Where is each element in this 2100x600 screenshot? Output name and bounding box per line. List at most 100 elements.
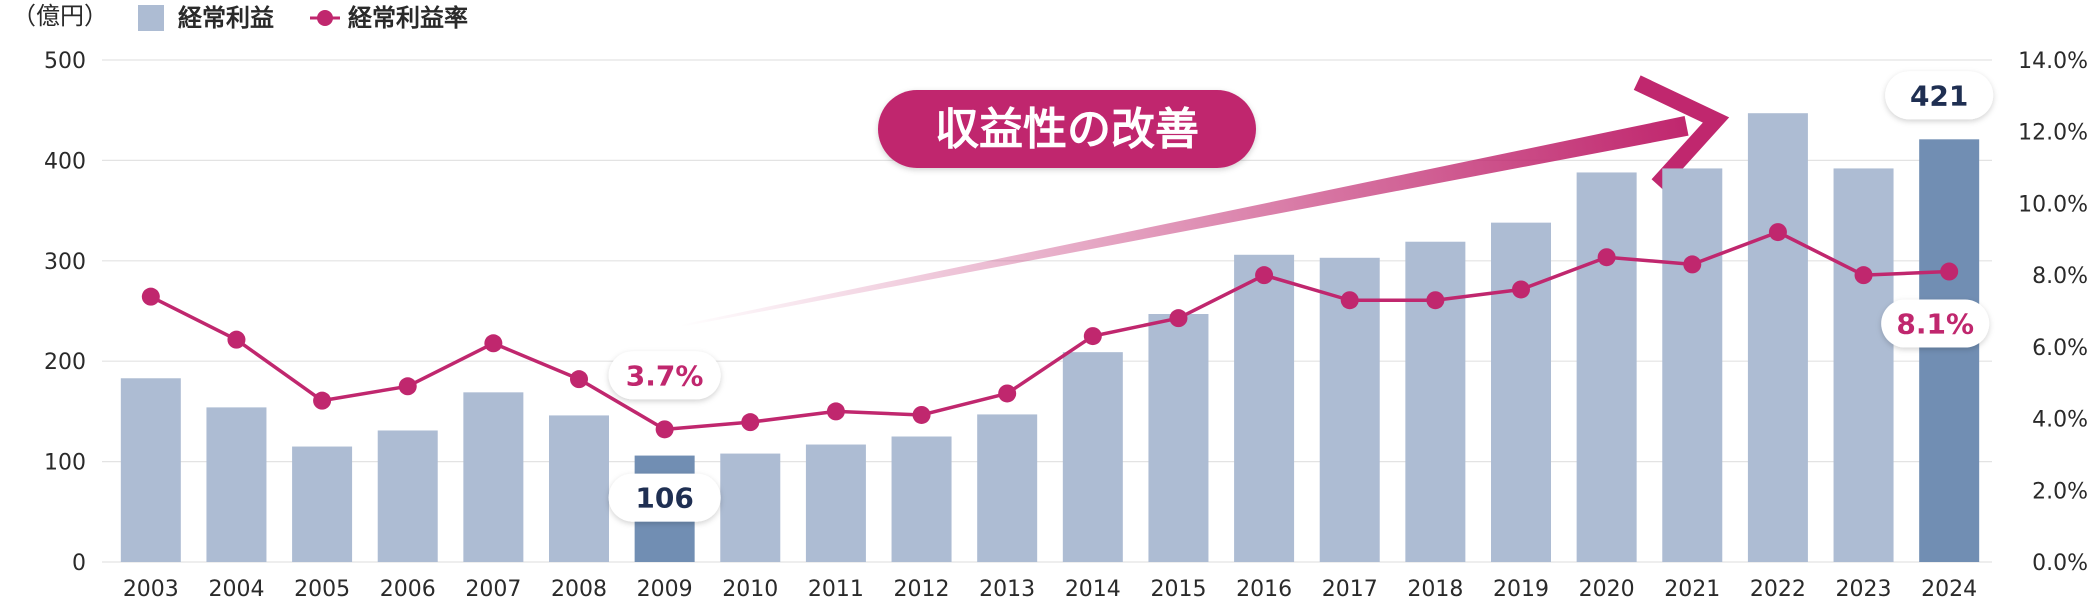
x-tick-label: 2017 — [1322, 577, 1378, 600]
rate-point-2020 — [1597, 248, 1616, 267]
x-tick-label: 2018 — [1407, 577, 1463, 600]
bar-2020 — [1576, 172, 1637, 562]
rate-point-2004 — [227, 330, 246, 349]
x-axis: 2003 2004 2005 2006 2007 2008 2009 2010 2011 2012… — [123, 577, 1977, 600]
banner: 収益性の改善 — [878, 90, 1256, 168]
bar-2024 — [1919, 139, 1980, 563]
x-tick-label: 2024 — [1921, 577, 1977, 600]
rate-point-2024 — [1940, 262, 1959, 281]
bar-2011 — [805, 444, 866, 562]
bar-2013 — [977, 414, 1038, 562]
y-right-tick-label: 6.0% — [2032, 336, 2088, 361]
arrow-head — [1633, 75, 1730, 191]
bar-2021 — [1662, 168, 1723, 562]
x-tick-label: 2004 — [208, 577, 264, 600]
x-tick-label: 2015 — [1150, 577, 1206, 600]
rate-point-2017 — [1340, 291, 1359, 310]
rate-point-2008 — [570, 370, 588, 389]
rate-point-2015 — [1169, 309, 1188, 328]
bar-2018 — [1405, 241, 1466, 562]
y-right-tick-label: 14.0% — [2018, 49, 2088, 74]
rate-point-2010 — [741, 413, 760, 432]
bar-callout-2024-bg — [1885, 71, 1994, 120]
bar-2015 — [1148, 314, 1209, 562]
bar-2016 — [1234, 254, 1295, 562]
callouts: 106 3.7% 421 8.1% — [608, 71, 1994, 522]
improvement-arrow — [679, 75, 1730, 327]
rate-point-2019 — [1512, 280, 1530, 299]
x-tick-label: 2014 — [1065, 577, 1121, 600]
y-left-tick-label: 0 — [72, 551, 86, 576]
rate-line-series — [141, 223, 1959, 439]
x-tick-label: 2011 — [808, 577, 864, 600]
x-tick-label: 2022 — [1750, 577, 1806, 600]
y-right-tick-label: 0.0% — [2032, 551, 2088, 576]
x-tick-label: 2010 — [722, 577, 778, 600]
x-tick-label: 2008 — [551, 577, 607, 600]
bar-callout-2009: 106 — [608, 473, 721, 522]
arrow-body — [679, 116, 1689, 327]
bar-2019 — [1491, 222, 1551, 562]
legend-line-label: 経常利益率 — [348, 4, 468, 32]
y-unit-label: （億円） — [12, 2, 108, 30]
bar-2004 — [206, 407, 267, 562]
rate-callout-2024: 8.1% — [1881, 299, 1990, 348]
arrow-shaft — [679, 75, 1730, 327]
bar-callout-2009-text: 106 — [635, 482, 693, 515]
y-right-tick-label: 12.0% — [2018, 121, 2088, 146]
rate-callout-2024-text: 8.1% — [1896, 308, 1974, 341]
bar-callout-2024: 421 — [1885, 71, 1994, 120]
y-right-tick-label: 4.0% — [2032, 408, 2088, 433]
rate-callout-2024-bg — [1881, 299, 1990, 348]
bar-series — [120, 113, 1980, 563]
bar-2010 — [720, 453, 781, 562]
x-tick-label: 2016 — [1236, 577, 1292, 600]
y-left-tick-label: 200 — [44, 350, 86, 375]
y-left-tick-label: 400 — [44, 149, 86, 174]
rate-point-2007 — [484, 334, 503, 353]
banner-pill — [878, 90, 1256, 168]
bar-2022 — [1747, 113, 1808, 562]
x-tick-label: 2020 — [1579, 577, 1635, 600]
y-left-tick-label: 300 — [44, 250, 86, 275]
bar-2008 — [549, 415, 609, 562]
bar-2006 — [377, 430, 438, 562]
rate-point-2009 — [655, 420, 674, 439]
x-tick-label: 2005 — [294, 577, 350, 600]
rate-point-2018 — [1426, 291, 1445, 310]
x-tick-label: 2006 — [380, 577, 436, 600]
x-tick-label: 2023 — [1836, 577, 1892, 600]
bar-callout-2009-bg — [608, 473, 721, 522]
x-tick-label: 2009 — [637, 577, 693, 600]
bar-2014 — [1062, 352, 1123, 562]
bar-2003 — [120, 378, 181, 562]
rate-callout-2009: 3.7% — [608, 351, 721, 400]
legend-bar-swatch — [138, 5, 164, 31]
bar-2012 — [891, 436, 952, 562]
rate-point-2022 — [1768, 223, 1787, 242]
legend-bar-label: 経常利益 — [178, 4, 274, 32]
rate-callout-2009-bg — [608, 351, 721, 400]
legend-line-dot — [317, 10, 333, 26]
legend: （億円） 経常利益 経常利益率 — [12, 2, 468, 32]
x-tick-label: 2021 — [1664, 577, 1720, 600]
x-tick-label: 2007 — [465, 577, 521, 600]
y-left-tick-label: 100 — [44, 451, 86, 476]
rate-point-2011 — [826, 402, 845, 421]
bar-callout-2024-text: 421 — [1910, 79, 1968, 112]
rate-point-2012 — [912, 405, 931, 424]
rate-point-2016 — [1255, 266, 1274, 285]
rate-point-2013 — [998, 384, 1017, 403]
rate-point-2014 — [1083, 327, 1102, 346]
y-right-tick-label: 2.0% — [2032, 479, 2088, 504]
y-axis-left: 0 100 200 300 400 500 — [44, 49, 86, 576]
rate-point-2006 — [398, 377, 417, 396]
x-tick-label: 2012 — [894, 577, 950, 600]
bar-2007 — [463, 392, 524, 562]
x-tick-label: 2019 — [1493, 577, 1549, 600]
y-right-tick-label: 10.0% — [2018, 192, 2088, 217]
y-axis-right: 0.0% 2.0% 4.0% 6.0% 8.0% 10.0% 12.0% 14.0% — [2018, 49, 2088, 576]
rate-point-2023 — [1854, 266, 1873, 285]
x-tick-label: 2003 — [123, 577, 179, 600]
rate-point-2003 — [141, 287, 160, 306]
